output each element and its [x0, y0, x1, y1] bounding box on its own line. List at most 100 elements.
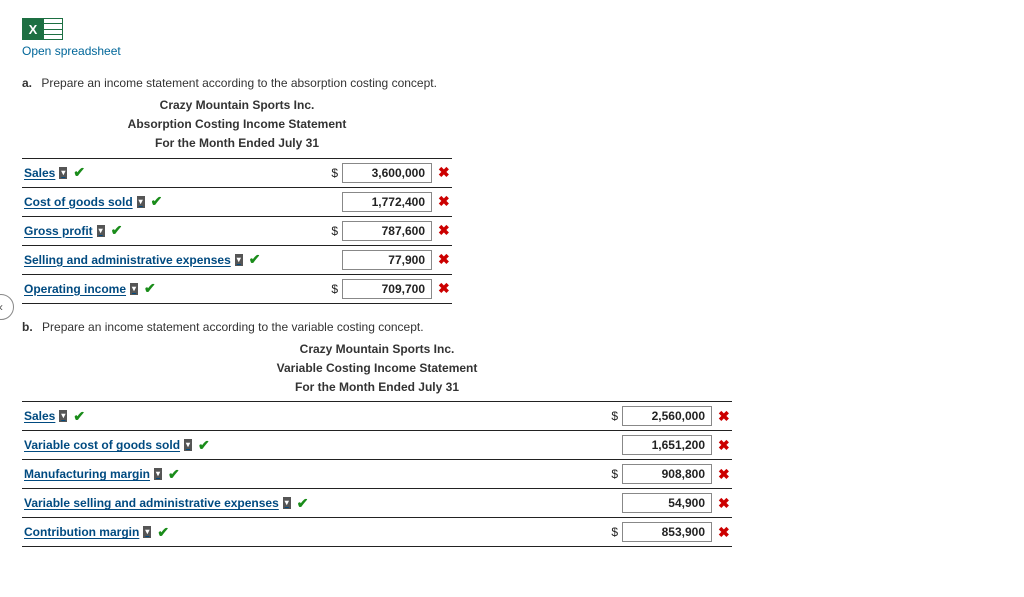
dollar-sign: $: [604, 525, 622, 539]
statement-row: Sales ▾ ✔ $ ✖: [22, 158, 452, 187]
instruction-a: a. Prepare an income statement according…: [22, 76, 1002, 90]
line-item-label: Contribution margin: [24, 525, 139, 539]
excel-icon: X: [22, 18, 63, 40]
instruction-b-text: Prepare an income statement according to…: [42, 320, 424, 334]
cross-icon: ✖: [438, 222, 452, 239]
statement-row: Selling and administrative expenses▾ ✔ ✖: [22, 245, 452, 274]
chevron-down-icon: ▾: [137, 196, 145, 208]
cross-icon: ✖: [718, 408, 732, 425]
cross-icon: ✖: [438, 251, 452, 268]
excel-sheet-icon: [43, 18, 63, 40]
amount-input[interactable]: [622, 493, 712, 513]
company-name: Crazy Mountain Sports Inc.: [22, 340, 732, 359]
statement-a: Crazy Mountain Sports Inc. Absorption Co…: [22, 96, 452, 304]
statement-row: Sales ▾ ✔ $ ✖: [22, 401, 732, 430]
amount-input[interactable]: [342, 221, 432, 241]
dollar-sign: $: [324, 282, 342, 296]
statement-row: Variable cost of goods sold▾✔✖: [22, 430, 732, 459]
chevron-down-icon: ▾: [97, 225, 105, 237]
chevron-down-icon: ▾: [283, 497, 291, 509]
check-icon: ✔: [157, 524, 169, 541]
row-label-cell: Gross profit ▾ ✔: [22, 222, 324, 239]
line-item-select[interactable]: Cost of goods sold ▾: [24, 195, 145, 209]
statement-row: Operating income ▾ ✔ $ ✖: [22, 274, 452, 304]
row-label-cell: Variable cost of goods sold▾ ✔: [22, 437, 604, 454]
check-icon: ✔: [249, 251, 261, 268]
check-icon: ✔: [73, 408, 85, 425]
chevron-down-icon: ▾: [59, 167, 67, 179]
chevron-down-icon: ▾: [235, 254, 243, 266]
instruction-b: b. Prepare an income statement according…: [22, 320, 1002, 334]
row-label-cell: Cost of goods sold ▾ ✔: [22, 193, 324, 210]
amount-input[interactable]: [342, 250, 432, 270]
cross-icon: ✖: [718, 466, 732, 483]
statement-period: For the Month Ended July 31: [22, 378, 732, 397]
chevron-down-icon: ▾: [59, 410, 67, 422]
line-item-label: Manufacturing margin: [24, 467, 150, 481]
amount-input[interactable]: [622, 464, 712, 484]
cross-icon: ✖: [718, 524, 732, 541]
amount-input[interactable]: [342, 163, 432, 183]
statement-period: For the Month Ended July 31: [22, 134, 452, 153]
chevron-down-icon: ▾: [130, 283, 138, 295]
company-name: Crazy Mountain Sports Inc.: [22, 96, 452, 115]
line-item-label: Operating income: [24, 282, 126, 296]
cross-icon: ✖: [438, 164, 452, 181]
row-label-cell: Manufacturing margin ▾ ✔: [22, 466, 604, 483]
check-icon: ✔: [111, 222, 123, 239]
chevron-down-icon: ▾: [184, 439, 192, 451]
check-icon: ✔: [297, 495, 309, 512]
amount-input[interactable]: [622, 435, 712, 455]
line-item-select[interactable]: Variable cost of goods sold▾: [24, 438, 192, 452]
nav-prev-button[interactable]: ‹: [0, 294, 14, 320]
cross-icon: ✖: [438, 280, 452, 297]
instruction-a-text: Prepare an income statement according to…: [41, 76, 437, 90]
dollar-sign: $: [324, 224, 342, 238]
row-label-cell: Operating income ▾ ✔: [22, 280, 324, 297]
chevron-down-icon: ▾: [154, 468, 162, 480]
line-item-select[interactable]: Sales ▾: [24, 409, 67, 423]
cross-icon: ✖: [718, 495, 732, 512]
check-icon: ✔: [144, 280, 156, 297]
excel-x-label: X: [22, 18, 44, 40]
statement-a-header: Crazy Mountain Sports Inc. Absorption Co…: [22, 96, 452, 154]
open-spreadsheet-link[interactable]: Open spreadsheet: [22, 44, 121, 58]
line-item-select[interactable]: Operating income ▾: [24, 282, 138, 296]
check-icon: ✔: [198, 437, 210, 454]
check-icon: ✔: [73, 164, 85, 181]
chevron-down-icon: ▾: [143, 526, 151, 538]
statement-row: Manufacturing margin ▾ ✔ $ ✖: [22, 459, 732, 488]
amount-input[interactable]: [622, 522, 712, 542]
line-item-label: Sales: [24, 166, 55, 180]
row-label-cell: Variable selling and administrative expe…: [22, 495, 604, 512]
row-label-cell: Sales ▾ ✔: [22, 164, 324, 181]
line-item-select[interactable]: Manufacturing margin ▾: [24, 467, 162, 481]
dollar-sign: $: [604, 467, 622, 481]
line-item-select[interactable]: Selling and administrative expenses▾: [24, 253, 243, 267]
statement-b-header: Crazy Mountain Sports Inc. Variable Cost…: [22, 340, 732, 398]
dollar-sign: $: [604, 409, 622, 423]
line-item-label: Variable selling and administrative expe…: [24, 496, 279, 510]
instruction-b-tag: b.: [22, 320, 33, 334]
statement-row: Gross profit ▾ ✔ $ ✖: [22, 216, 452, 245]
line-item-select[interactable]: Variable selling and administrative expe…: [24, 496, 291, 510]
amount-input[interactable]: [342, 192, 432, 212]
row-label-cell: Contribution margin ▾ ✔: [22, 524, 604, 541]
statement-title: Absorption Costing Income Statement: [22, 115, 452, 134]
line-item-label: Sales: [24, 409, 55, 423]
row-label-cell: Sales ▾ ✔: [22, 408, 604, 425]
statement-row: Variable selling and administrative expe…: [22, 488, 732, 517]
line-item-label: Cost of goods sold: [24, 195, 133, 209]
amount-input[interactable]: [622, 406, 712, 426]
check-icon: ✔: [168, 466, 180, 483]
line-item-select[interactable]: Contribution margin ▾: [24, 525, 151, 539]
instruction-a-tag: a.: [22, 76, 32, 90]
row-label-cell: Selling and administrative expenses▾ ✔: [22, 251, 324, 268]
dollar-sign: $: [324, 166, 342, 180]
line-item-select[interactable]: Sales ▾: [24, 166, 67, 180]
line-item-label: Gross profit: [24, 224, 93, 238]
cross-icon: ✖: [438, 193, 452, 210]
check-icon: ✔: [151, 193, 163, 210]
amount-input[interactable]: [342, 279, 432, 299]
line-item-select[interactable]: Gross profit ▾: [24, 224, 105, 238]
